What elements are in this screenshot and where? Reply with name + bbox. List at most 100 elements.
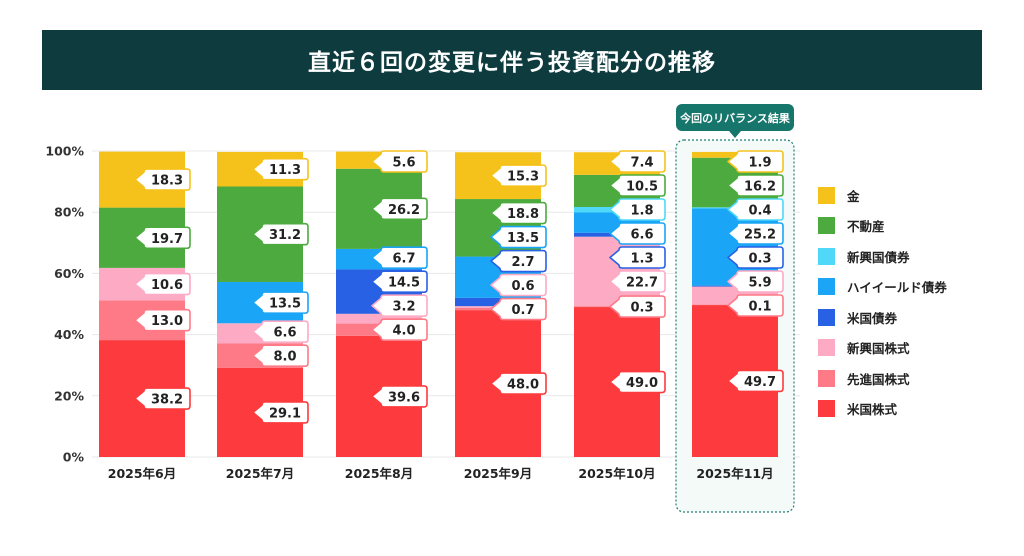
highlight-label: 今回のリバランス結果 (679, 111, 790, 125)
legend-label: 米国債券 (847, 310, 898, 326)
value-label: 49.0 (626, 376, 658, 391)
y-tick-label: 60% (54, 266, 84, 281)
x-tick-label: 2025年11月 (696, 466, 773, 481)
value-label-box (252, 401, 309, 424)
value-label: 3.2 (392, 300, 415, 315)
legend-swatch (818, 186, 835, 204)
legend-swatch (818, 369, 835, 387)
legend-item: 先進国株式 (818, 363, 947, 394)
value-label: 1.9 (748, 156, 771, 171)
value-label-box (252, 344, 309, 368)
value-label-box (252, 320, 309, 344)
value-label: 7.4 (630, 156, 653, 171)
value-label: 0.6 (511, 279, 534, 294)
legend-label: 金 (847, 188, 860, 204)
value-label: 5.9 (748, 276, 771, 291)
value-label-box (252, 157, 309, 181)
legend-label: 先進国株式 (847, 371, 910, 387)
x-tick-label: 2025年6月 (108, 466, 177, 481)
value-label-box (134, 226, 191, 250)
value-label: 16.2 (744, 180, 776, 195)
value-label-box (727, 369, 784, 393)
chart-title: 直近６回の変更に伴う投資配分の推移 (42, 30, 982, 90)
value-label: 13.5 (269, 297, 301, 312)
value-label-box (609, 295, 666, 318)
value-label: 22.7 (626, 276, 658, 291)
y-tick-label: 0% (63, 450, 85, 465)
legend-swatch (818, 339, 835, 357)
value-label-box (490, 164, 547, 187)
value-label: 5.6 (392, 156, 415, 171)
value-label: 25.2 (744, 228, 776, 243)
value-label-box (371, 270, 428, 294)
value-label: 0.3 (748, 252, 771, 267)
legend-swatch (818, 217, 835, 235)
value-label-box (371, 246, 428, 270)
legend-swatch (818, 278, 835, 296)
value-label-box (609, 370, 666, 394)
value-label-box (371, 318, 428, 342)
y-tick-label: 40% (54, 327, 84, 342)
value-label-box (371, 197, 428, 221)
value-label: 0.1 (748, 300, 771, 315)
value-label: 6.6 (273, 326, 296, 341)
value-label-box (490, 372, 547, 395)
value-label-box (727, 150, 784, 173)
value-label-box (134, 272, 191, 296)
value-label-box (490, 225, 547, 249)
value-label: 2.7 (511, 255, 534, 270)
x-tick-label: 2025年9月 (464, 466, 533, 481)
value-label-box (609, 150, 666, 173)
legend-label: 米国株式 (847, 402, 898, 418)
legend-swatch (818, 400, 835, 418)
legend-item: 新興国株式 (818, 333, 947, 364)
value-label-box (727, 270, 784, 293)
legend-item: ハイイールド債券 (818, 272, 947, 303)
legend-label: 新興国債券 (847, 249, 910, 265)
legend-label: 不動産 (847, 219, 885, 235)
value-label-box (134, 308, 191, 332)
value-label: 10.6 (151, 278, 183, 293)
value-label: 38.2 (151, 393, 183, 408)
value-label: 0.3 (630, 301, 653, 316)
value-label-box (609, 270, 666, 293)
value-label-box (727, 294, 784, 317)
value-label: 26.2 (388, 203, 420, 218)
value-label-box (609, 198, 666, 221)
y-tick-label: 20% (54, 388, 84, 403)
value-label: 19.7 (151, 232, 183, 247)
value-label-box (371, 385, 428, 408)
value-label: 31.2 (269, 228, 301, 243)
value-label: 6.7 (392, 252, 415, 267)
value-label: 10.5 (626, 180, 658, 195)
value-label-box (371, 294, 428, 318)
value-label-box (134, 168, 191, 191)
value-label: 48.0 (507, 378, 539, 393)
value-label-box (134, 387, 191, 410)
value-label-box (252, 222, 309, 246)
x-tick-label: 2025年8月 (345, 466, 414, 481)
value-label: 0.7 (511, 303, 534, 318)
value-label: 1.3 (630, 252, 653, 267)
value-label: 13.0 (151, 314, 183, 329)
value-label: 15.3 (507, 170, 539, 185)
value-label-box (252, 291, 309, 314)
value-label-box (609, 174, 666, 197)
value-label: 11.3 (269, 163, 301, 178)
value-label: 18.3 (151, 174, 183, 189)
value-label-box (490, 273, 547, 297)
value-label: 39.6 (388, 390, 420, 405)
legend-item: 米国債券 (818, 302, 947, 333)
value-label: 49.7 (744, 375, 776, 390)
value-label-box (490, 297, 547, 321)
legend-item: 金 (818, 180, 947, 211)
value-label: 1.8 (630, 204, 653, 219)
value-label-box (490, 201, 547, 225)
value-label: 29.1 (269, 406, 301, 421)
value-label: 14.5 (388, 276, 420, 291)
value-label-box (727, 246, 784, 269)
value-label: 4.0 (392, 324, 415, 339)
value-label: 0.4 (748, 204, 771, 219)
value-label-box (609, 222, 666, 245)
